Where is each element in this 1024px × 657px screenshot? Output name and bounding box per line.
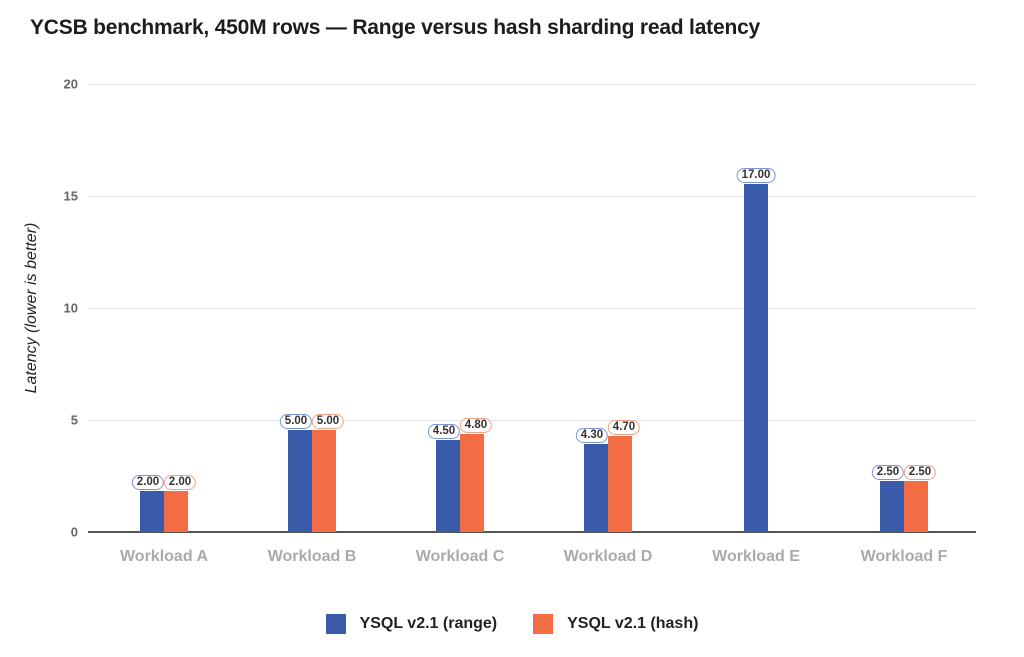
legend-swatch-hash — [533, 614, 554, 634]
data-label: 17.00 — [736, 167, 776, 183]
x-tick-label: Workload F — [860, 548, 948, 565]
y-axis-label: Latency (lower is better) — [23, 222, 40, 394]
data-label: 4.70 — [607, 419, 641, 435]
x-tick-label: Workload B — [267, 548, 357, 565]
data-label: 2.50 — [871, 464, 905, 480]
bar-range[interactable] — [140, 491, 164, 532]
y-tick-label: 5 — [70, 412, 78, 428]
y-tick-label: 0 — [70, 524, 78, 540]
data-label: 4.30 — [575, 427, 609, 443]
data-label: 2.00 — [163, 475, 197, 490]
legend-label-hash: YSQL v2.1 (hash) — [567, 615, 699, 632]
x-tick-label: Workload E — [712, 548, 800, 565]
legend-item-range[interactable]: YSQL v2.1 (range) — [325, 614, 498, 634]
bar-hash[interactable] — [164, 491, 188, 532]
bar-range[interactable] — [288, 429, 312, 532]
data-label: 5.00 — [311, 413, 345, 429]
legend: YSQL v2.1 (range) YSQL v2.1 (hash) — [0, 614, 1024, 634]
bar-range[interactable] — [584, 443, 608, 532]
y-tick-label: 20 — [63, 76, 78, 92]
legend-label-range: YSQL v2.1 (range) — [359, 615, 498, 632]
data-label: 5.00 — [279, 413, 313, 429]
legend-swatch-range — [325, 614, 346, 634]
gridline — [88, 196, 976, 197]
x-axis-line — [88, 531, 976, 533]
bar-range[interactable] — [436, 439, 460, 532]
x-tick-label: Workload C — [415, 548, 505, 565]
y-tick-label: 15 — [63, 188, 78, 204]
plot-area: 2.00 2.00 5.00 5.00 4.50 4.80 4.30 4.70 17.00 2.5… — [88, 84, 976, 533]
bar-range[interactable] — [880, 480, 904, 532]
data-label: 2.00 — [131, 475, 165, 490]
gridline — [88, 84, 976, 85]
gridline — [88, 308, 976, 309]
bar-hash[interactable] — [904, 480, 928, 532]
chart-title: YCSB benchmark, 450M rows — Range versus… — [30, 16, 761, 39]
data-label: 4.50 — [427, 423, 461, 439]
bar-hash[interactable] — [608, 435, 632, 532]
x-tick-label: Workload D — [563, 548, 653, 565]
bar-hash[interactable] — [460, 433, 484, 532]
y-tick-label: 10 — [63, 300, 78, 316]
bar-hash[interactable] — [312, 429, 336, 532]
legend-item-hash[interactable]: YSQL v2.1 (hash) — [533, 614, 698, 634]
x-tick-label: Workload A — [119, 548, 209, 565]
bar-range[interactable] — [744, 183, 768, 532]
data-label: 2.50 — [903, 464, 937, 480]
data-label: 4.80 — [459, 417, 493, 433]
gridline — [88, 420, 976, 421]
